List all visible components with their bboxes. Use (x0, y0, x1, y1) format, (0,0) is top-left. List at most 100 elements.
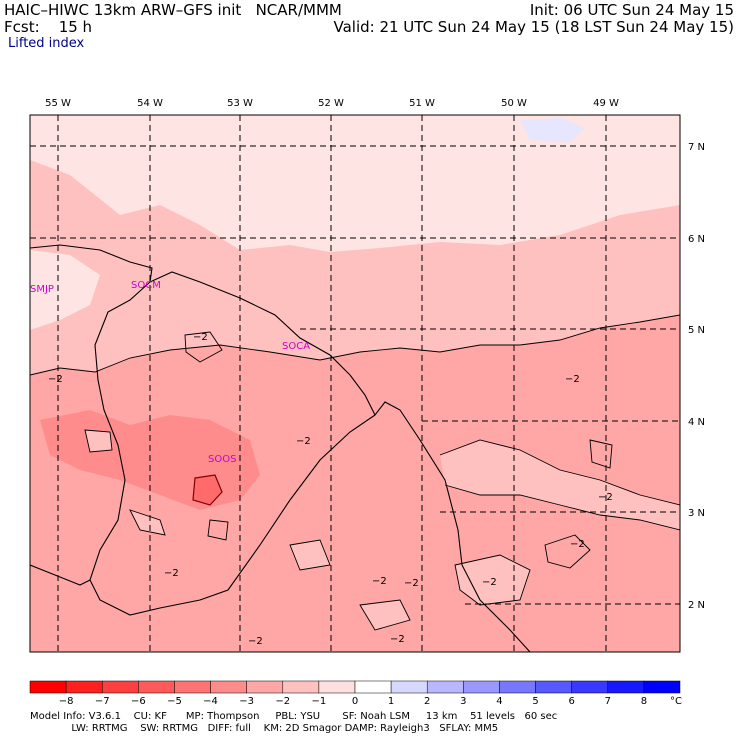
fill-band-0 (30, 115, 680, 252)
forecast-hour: Fcst: 15 h (4, 18, 93, 36)
colorbar-swatch (499, 680, 536, 694)
map-frame (29, 114, 681, 653)
colorbar-swatch (463, 680, 500, 694)
contour-label: −2 (390, 634, 405, 645)
contour-loop-10 (207, 519, 229, 541)
colorbar-tick-label: 0 (352, 696, 358, 707)
colorbar-tick-label: −3 (239, 696, 254, 707)
contour-label: −2 (372, 576, 387, 587)
colorbar-tick-label: 2 (424, 696, 430, 707)
fill-band-minus4 (193, 475, 222, 505)
colorbar-tick-label: 5 (532, 696, 538, 707)
contour-label: −2 (570, 539, 585, 550)
colorbar-swatch (101, 680, 139, 694)
colorbar-swatch (65, 680, 103, 694)
lat-label: 7 N (688, 142, 705, 153)
lon-label: 54 W (137, 98, 163, 109)
fill-band-minus1-east (440, 440, 680, 530)
fill-band-minus1-south (455, 555, 530, 605)
contour-loop-2 (84, 429, 113, 453)
station-labels: SMJP SOCM SOCA SOOS (30, 280, 310, 465)
colorbar-tick-label: −2 (275, 696, 290, 707)
colorbar-tick-label: 3 (460, 696, 466, 707)
contour-loop-8 (544, 534, 591, 569)
station-soca: SOCA (282, 341, 310, 352)
colorbar-tick-label: −8 (59, 696, 74, 707)
lat-label: 2 N (688, 600, 705, 611)
coastline (30, 244, 531, 652)
colorbar-swatch (174, 680, 211, 694)
contour-loop-6 (289, 539, 331, 571)
station-socm: SOCM (131, 280, 161, 291)
filled-contours (30, 115, 680, 652)
longitude-labels: 55 W 54 W 53 W 52 W 51 W 50 W 49 W (45, 98, 619, 109)
fill-band-positive (520, 118, 585, 142)
colorbar-swatch (282, 680, 320, 694)
border-southwest (30, 564, 91, 586)
contour-label: −2 (296, 436, 311, 447)
colorbar-tick-label: 8 (641, 696, 647, 707)
station-smjp: SMJP (30, 284, 54, 295)
contour-loop-1 (184, 331, 223, 363)
contour-label: −2 (164, 568, 179, 579)
colorbar-tick-label: −1 (312, 696, 327, 707)
fill-patch-4 (85, 430, 112, 452)
contour-label: −2 (404, 578, 419, 589)
colorbar-swatch (210, 680, 247, 694)
valid-time: Valid: 21 UTC Sun 24 May 15 (18 LST Sun … (333, 18, 734, 36)
colorbar-swatch (535, 680, 572, 694)
country-borders (30, 244, 531, 652)
fill-patch-3 (360, 600, 410, 630)
colorbar-tick-label: 1 (388, 696, 394, 707)
lat-label: 5 N (688, 325, 705, 336)
contour-label: −2 (565, 374, 580, 385)
field-name: Lifted index (8, 36, 85, 51)
colorbar-tick-label: −5 (167, 696, 182, 707)
contour-loop-4 (454, 554, 531, 606)
colorbar-swatch (354, 680, 392, 694)
lat-label: 4 N (688, 417, 705, 428)
colorbar-swatch (138, 680, 175, 694)
fill-band-0-west (30, 250, 100, 330)
contour-label: −2 (482, 577, 497, 588)
contour-line-main (30, 314, 680, 376)
lat-label: 3 N (688, 508, 705, 519)
colorbar-unit: °C (670, 696, 682, 707)
colorbar-swatch (29, 680, 67, 694)
lon-label: 49 W (593, 98, 619, 109)
colorbar-swatch (390, 680, 428, 694)
model-title: HAIC–HIWC 13km ARW–GFS init NCAR/MMM (4, 1, 342, 19)
colorbar-tick-label: 4 (496, 696, 502, 707)
colorbar-swatch (246, 680, 284, 694)
lon-label: 52 W (318, 98, 344, 109)
colorbar-swatch (426, 680, 464, 694)
contour-label: −2 (598, 492, 613, 503)
lat-label: 6 N (688, 234, 705, 245)
station-soos: SOOS (208, 454, 236, 465)
contour-loop-3 (192, 474, 223, 506)
contour-line-east (439, 439, 680, 506)
lon-label: 53 W (227, 98, 253, 109)
colorbar-swatch (318, 680, 356, 694)
footer-model-info: Model Info: V3.6.1 CU: KF MP: Thompson P… (30, 711, 558, 722)
lon-label: 50 W (501, 98, 527, 109)
colorbar-tick-label: −7 (95, 696, 110, 707)
colorbar-swatch (571, 680, 609, 694)
contour-label: −2 (48, 374, 63, 385)
lon-label: 51 W (409, 98, 435, 109)
contour-label: −2 (248, 636, 263, 647)
fill-patch-1 (130, 510, 165, 535)
colorbar: −8 −7 −6 −5 −4 −3 −2 −1 0 1 2 3 4 5 6 7 8 (29, 680, 681, 707)
contour-label: −2 (193, 332, 208, 343)
latitude-labels: 7 N 6 N 5 N 4 N 3 N 2 N (688, 142, 705, 611)
lon-label: 55 W (45, 98, 71, 109)
contour-lines (30, 314, 680, 631)
colorbar-tick-label: 6 (568, 696, 574, 707)
contour-loop-9 (589, 439, 613, 469)
colorbar-tick-label: −4 (203, 696, 218, 707)
contour-line-east-2 (444, 484, 680, 531)
colorbar-swatch (607, 680, 645, 694)
contour-loop-7 (359, 599, 411, 631)
graticule (30, 115, 680, 652)
